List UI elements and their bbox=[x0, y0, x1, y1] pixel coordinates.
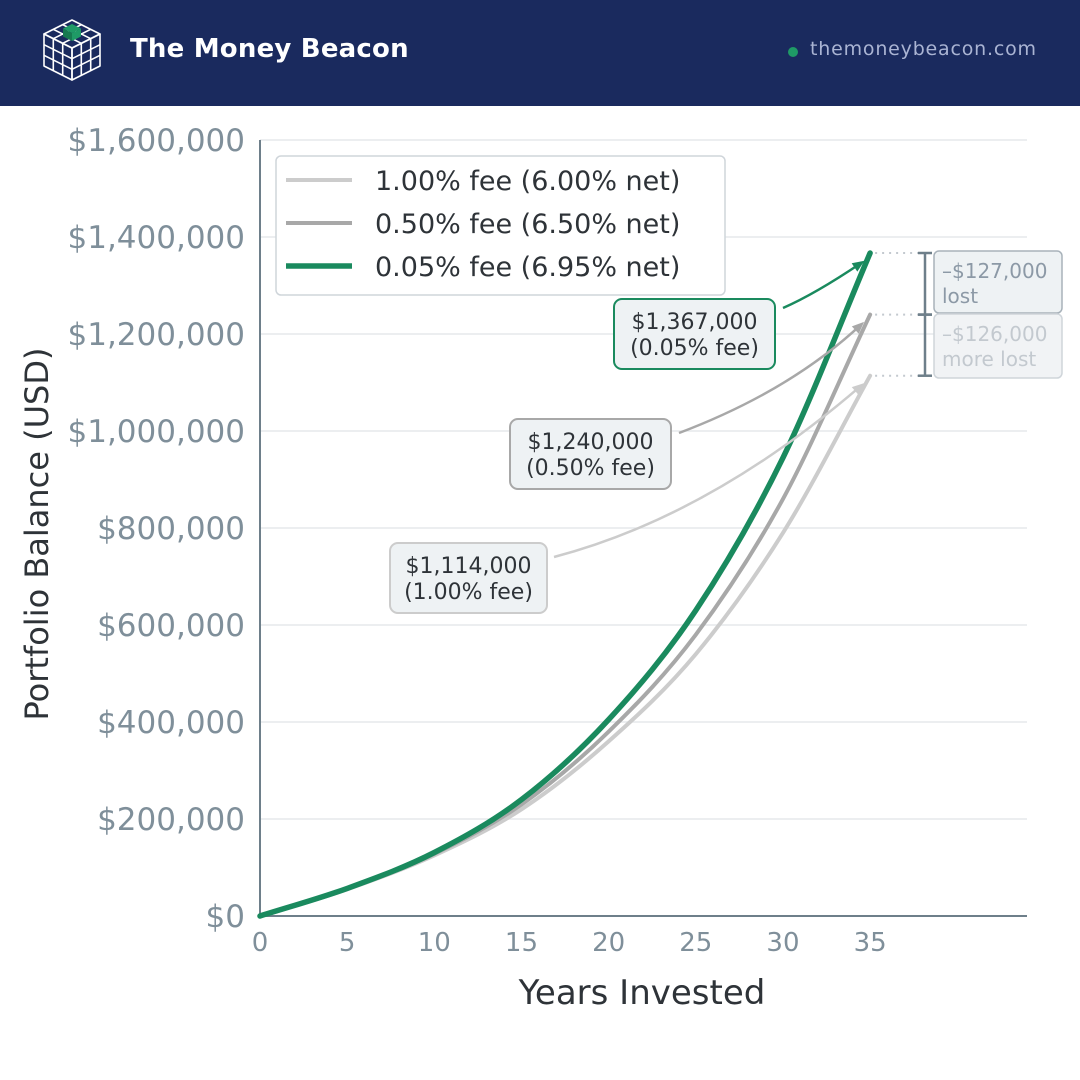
annotation-fee: (0.05% fee) bbox=[630, 336, 759, 361]
x-tick-label: 5 bbox=[339, 928, 356, 958]
y-tick-label: $800,000 bbox=[97, 511, 245, 547]
chart-area: $1,367,000(0.05% fee) $1,240,000(0.50% fe… bbox=[18, 123, 1063, 1013]
y-tick-label: $1,000,000 bbox=[68, 414, 246, 450]
annotation-arrow bbox=[553, 384, 862, 559]
loss-label: more lost bbox=[942, 347, 1036, 371]
axis-labels: $0 $200,000 $400,000 $600,000 $800,000 $1,000… bbox=[18, 123, 887, 1013]
x-axis-title: Years Invested bbox=[518, 973, 766, 1013]
x-tick-label: 0 bbox=[252, 928, 269, 958]
loss-amount: –$126,000 bbox=[942, 322, 1047, 346]
legend-box bbox=[275, 155, 726, 296]
loss-box bbox=[933, 313, 1063, 379]
axes bbox=[259, 140, 1027, 917]
legend-label: 1.00% fee (6.00% net) bbox=[375, 166, 680, 197]
annotation-fee: (0.50% fee) bbox=[526, 456, 655, 481]
y-tick-label: $600,000 bbox=[97, 608, 245, 644]
x-tick-label: 30 bbox=[766, 928, 799, 958]
y-axis-title: Portfolio Balance (USD) bbox=[18, 348, 56, 721]
series-line-2 bbox=[257, 250, 873, 919]
annotation-arrowhead bbox=[851, 383, 865, 395]
y-tick-label: $1,200,000 bbox=[68, 317, 246, 353]
annotations: $1,367,000(0.05% fee) $1,240,000(0.50% fe… bbox=[389, 250, 1063, 614]
series-line-1 bbox=[258, 312, 873, 918]
cube-grid-icon bbox=[43, 19, 101, 81]
x-tick-label: 20 bbox=[592, 928, 625, 958]
site-url: themoneybeacon.com bbox=[810, 38, 1037, 60]
y-tick-label: $400,000 bbox=[97, 705, 245, 741]
legend-label: 0.50% fee (6.50% net) bbox=[375, 209, 680, 240]
y-tick-label: $0 bbox=[206, 899, 245, 935]
y-tick-label: $1,600,000 bbox=[68, 123, 246, 159]
annotation-value: $1,114,000 bbox=[406, 554, 532, 579]
x-tick-label: 10 bbox=[418, 928, 451, 958]
x-tick-label: 35 bbox=[854, 928, 887, 958]
legend-label: 0.05% fee (6.95% net) bbox=[375, 252, 680, 283]
annotation-arrowhead bbox=[851, 260, 865, 272]
x-tick-label: 15 bbox=[505, 928, 538, 958]
y-tick-label: $1,400,000 bbox=[68, 220, 246, 256]
status-dot bbox=[788, 47, 798, 57]
annotation-value: $1,367,000 bbox=[632, 310, 758, 335]
header-bar: The Money Beacon themoneybeacon.com bbox=[0, 0, 1080, 106]
brand-name: The Money Beacon bbox=[130, 34, 409, 64]
x-tick-label: 25 bbox=[679, 928, 712, 958]
series-lines bbox=[257, 250, 873, 919]
annotation-box bbox=[509, 418, 672, 490]
annotation-arrowhead bbox=[851, 321, 865, 334]
annotation-value: $1,240,000 bbox=[528, 430, 654, 455]
annotation-arrow bbox=[678, 323, 862, 435]
legend: 1.00% fee (6.00% net) 0.50% fee (6.50% ne… bbox=[275, 155, 726, 296]
loss-amount: –$127,000 bbox=[942, 259, 1047, 283]
loss-box bbox=[933, 250, 1063, 314]
annotation-arrow bbox=[782, 261, 862, 310]
loss-label: lost bbox=[942, 284, 978, 308]
annotation-box bbox=[389, 542, 548, 614]
y-tick-label: $200,000 bbox=[97, 802, 245, 838]
annotation-box bbox=[613, 298, 776, 370]
annotation-fee: (1.00% fee) bbox=[404, 580, 533, 605]
